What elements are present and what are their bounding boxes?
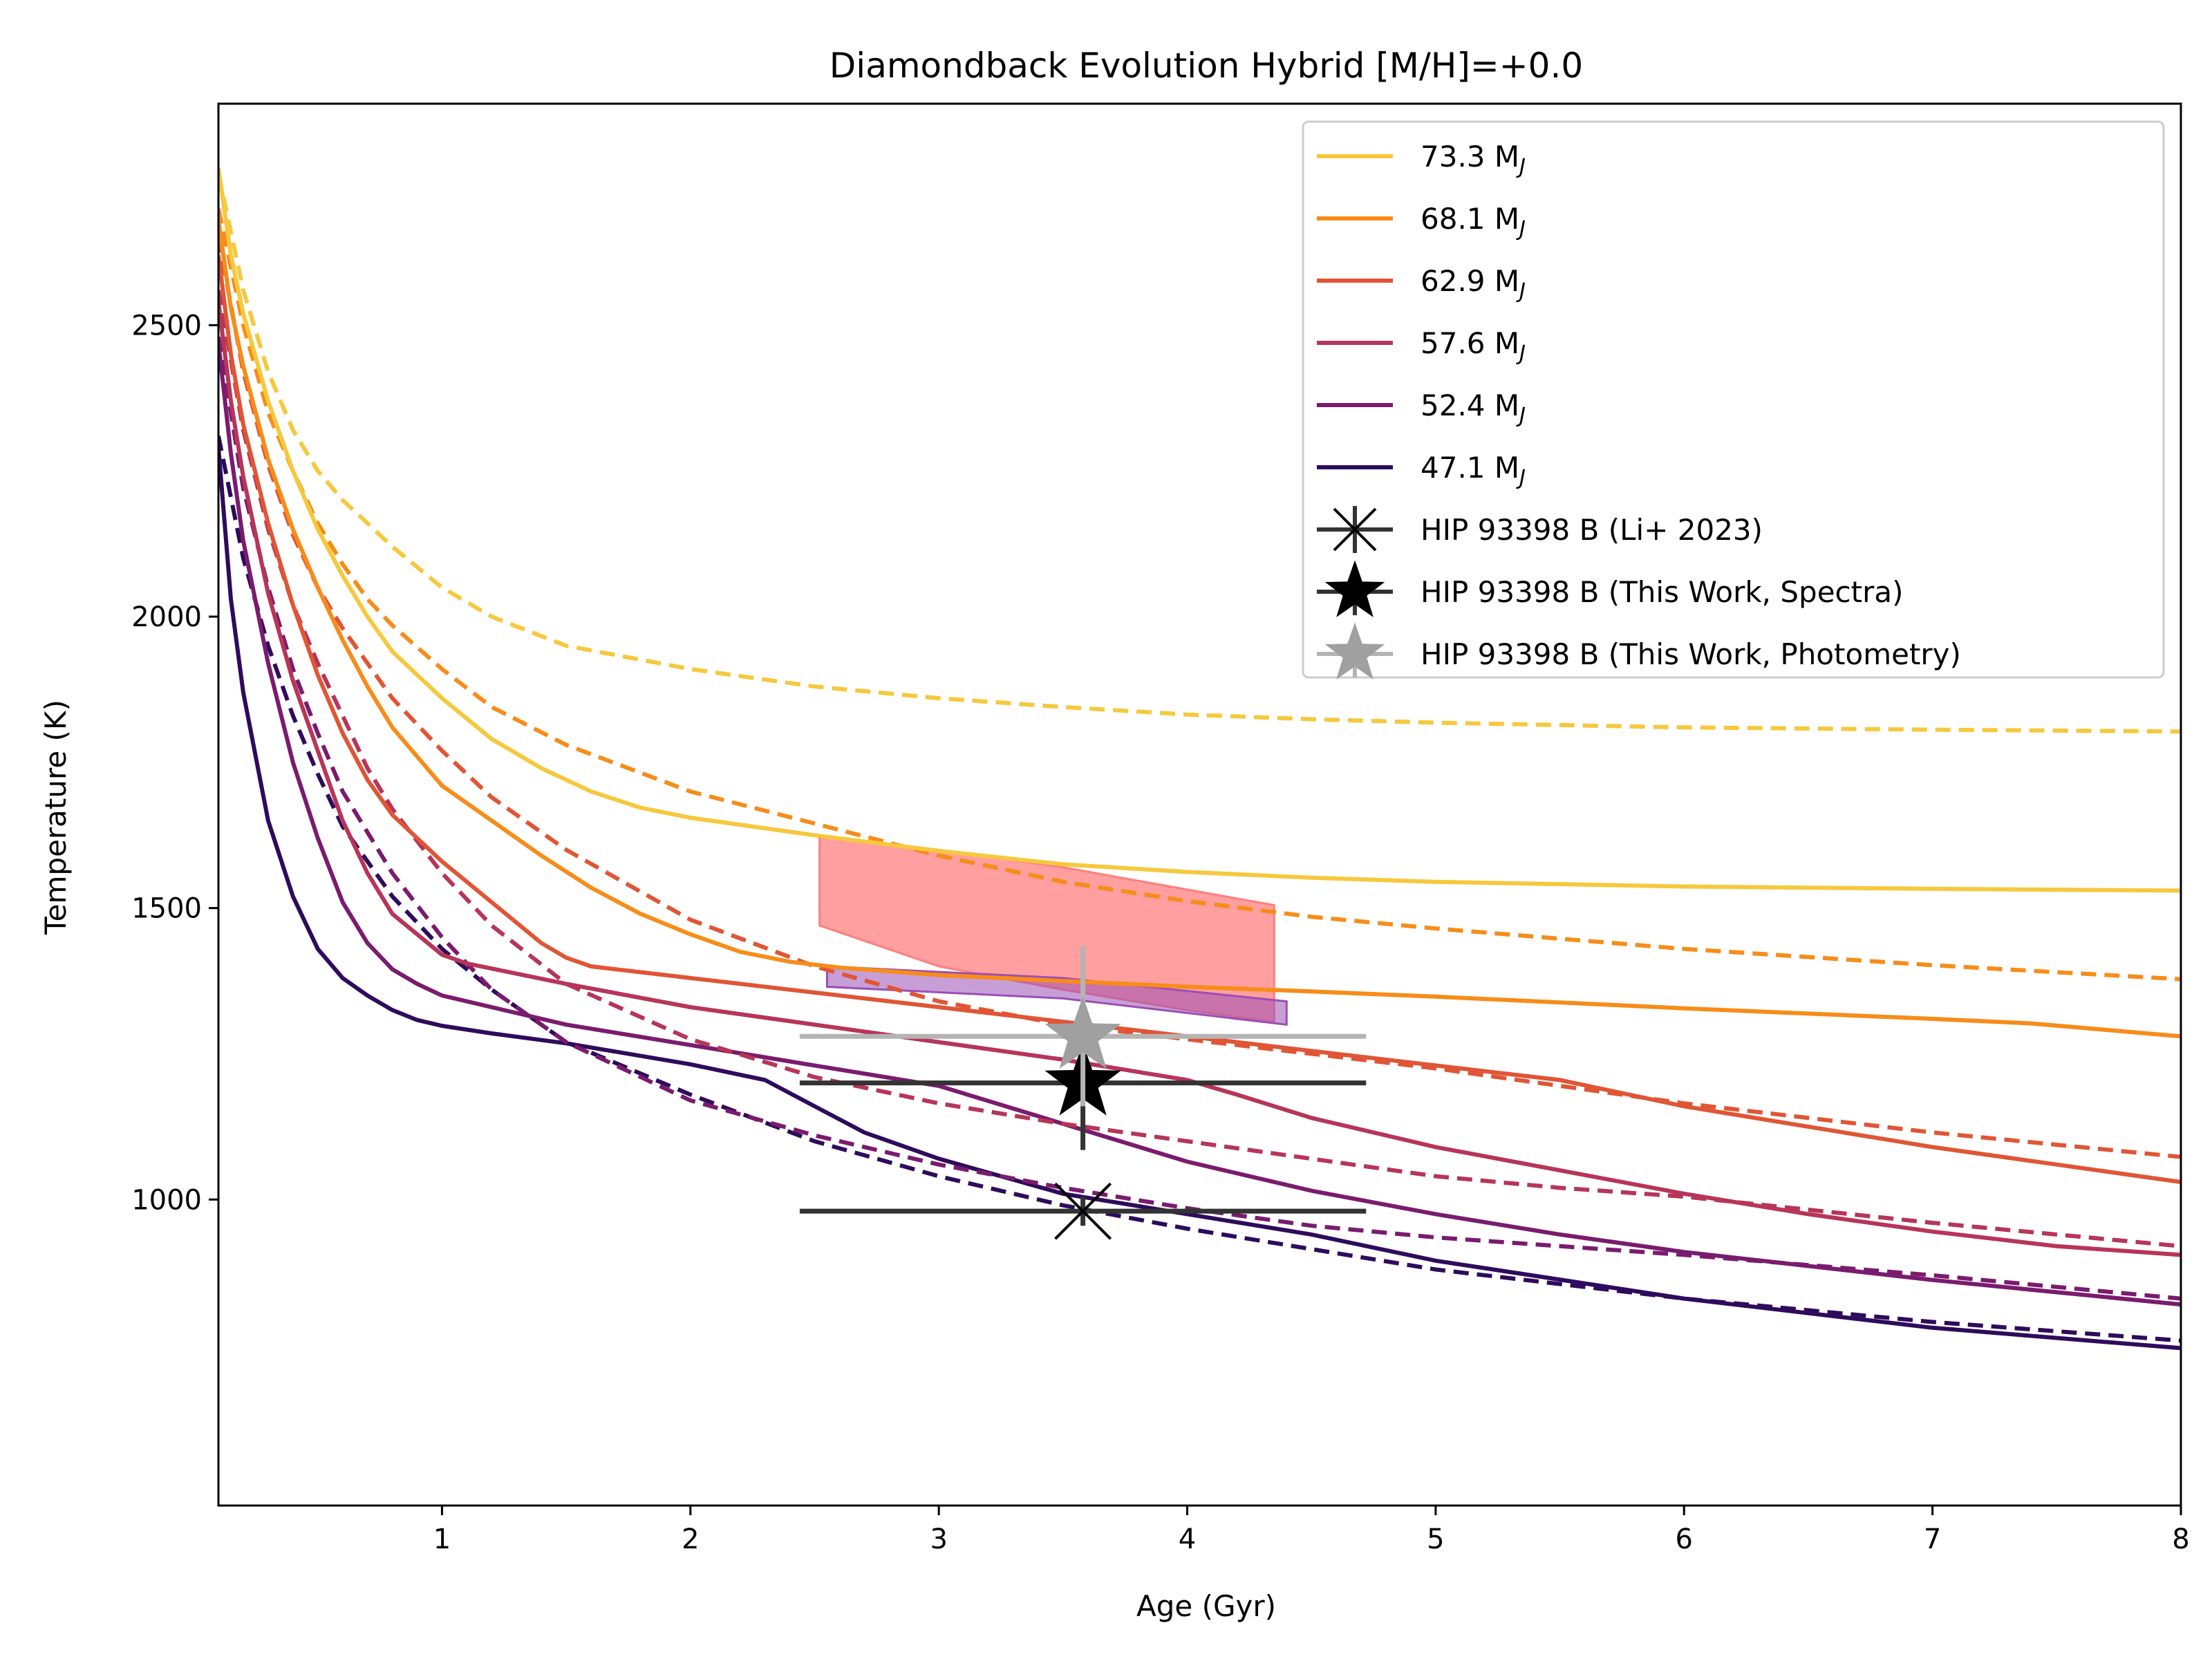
legend-marker-1-b (1333, 507, 1377, 552)
legend-entry-point-2: HIP 93398 B (This Work, Spectra) (1317, 560, 1904, 617)
y-tick-label-2500: 2500 (131, 310, 202, 341)
legend-entry-point-3: HIP 93398 B (This Work, Photometry) (1317, 622, 1961, 679)
legend-label-point-1: HIP 93398 B (Li+ 2023) (1421, 513, 1763, 547)
y-tick-label-1500: 1500 (131, 893, 202, 925)
photometry-region (825, 965, 1288, 1027)
legend-marker-3 (1324, 622, 1385, 679)
x-tick-label-1: 1 (433, 1524, 451, 1555)
data-point-3 (799, 946, 1367, 1107)
solid-curve-62-9 (218, 254, 2181, 1184)
x-axis-label: Age (Gyr) (1136, 1589, 1276, 1623)
marker-3 (1044, 996, 1121, 1069)
x-tick-label-8: 8 (2172, 1524, 2189, 1555)
plot-clipped (218, 167, 2181, 1351)
y-tick-label-2000: 2000 (131, 601, 202, 633)
solid-curve-57-6 (218, 301, 2181, 1257)
legend-marker-2 (1324, 560, 1385, 617)
x-tick-label-4: 4 (1179, 1524, 1196, 1555)
solid-curve-68-1 (218, 220, 2181, 1039)
x-tick-label-6: 6 (1676, 1524, 1693, 1555)
plot-area (218, 167, 2181, 1351)
legend-box (1302, 120, 2165, 679)
y-axis-label: Temperature (K) (39, 700, 73, 935)
legend-entry-point-1: HIP 93398 B (Li+ 2023) (1317, 506, 1763, 553)
solid-curve-52-4 (218, 342, 2181, 1307)
legend-label-52-4: 52.4 MJ (1421, 388, 1526, 428)
dashed-curve-73-3 (218, 173, 2181, 734)
dashed-curve-47-1 (218, 435, 2181, 1343)
solid-curve-73-3 (218, 167, 2181, 893)
y-tick-label-1000: 1000 (131, 1184, 202, 1216)
chart-title: Diamondback Evolution Hybrid [M/H]=+0.0 (830, 46, 1583, 86)
marker-1-b (1054, 1182, 1112, 1240)
legend-label-57-6: 57.6 MJ (1421, 326, 1526, 366)
legend: 73.3 MJ 68.1 MJ 62.9 MJ 57.6 MJ 52.4 MJ 47.1 … (1302, 120, 2165, 679)
dashed-curve-52-4 (218, 336, 2181, 1301)
data-point-1 (799, 1182, 1367, 1240)
legend-label-47-1: 47.1 MJ (1421, 451, 1526, 490)
legend-label-point-2: HIP 93398 B (This Work, Spectra) (1421, 575, 1904, 609)
legend-label-68-1: 68.1 MJ (1421, 202, 1526, 241)
legend-label-62-9: 62.9 MJ (1421, 264, 1526, 303)
axes: 1 2 3 4 5 6 7 8 1000 1500 2000 2500 (131, 102, 2190, 1555)
x-tick-label-3: 3 (930, 1524, 947, 1555)
axes-frame (217, 102, 2182, 1507)
x-tick-label-7: 7 (1924, 1524, 1941, 1555)
legend-label-point-3: HIP 93398 B (This Work, Photometry) (1421, 637, 1961, 671)
x-tick-label-2: 2 (682, 1524, 699, 1555)
legend-label-73-3: 73.3 MJ (1421, 140, 1526, 179)
x-tick-label-5: 5 (1427, 1524, 1444, 1555)
